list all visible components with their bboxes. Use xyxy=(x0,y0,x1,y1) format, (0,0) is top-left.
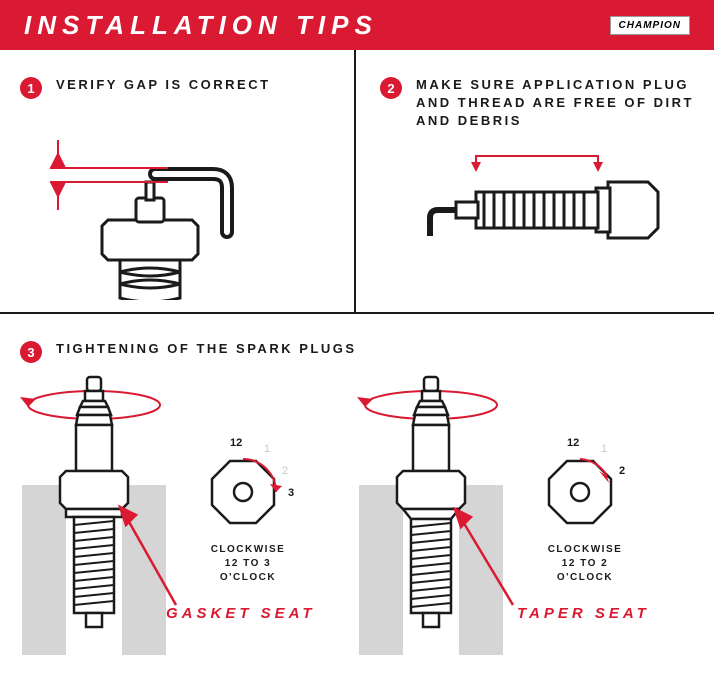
panel-step-2: 2 Make sure application plug and thread … xyxy=(356,50,714,312)
top-row: 1 Verify gap is correct xyxy=(0,50,714,314)
thread-illustration xyxy=(356,110,696,300)
header-bar: INSTALLATION TIPS CHAMPION xyxy=(0,0,714,50)
tightening-diagrams: 12 1 2 3 CLOCKWISE 12 TO 3 O'CLOCK GASKE… xyxy=(20,383,694,683)
taper-clock-2: 2 xyxy=(619,465,625,477)
taper-clock-12: 12 xyxy=(567,437,579,449)
gasket-plug-illustration xyxy=(16,375,186,665)
gasket-seat-label: GASKET SEAT xyxy=(166,605,316,622)
step-num-2: 2 xyxy=(380,77,402,99)
gasket-clock-2: 2 xyxy=(282,465,288,477)
taper-seat-label: TAPER SEAT xyxy=(517,605,650,622)
gasket-clock-12: 12 xyxy=(230,437,242,449)
brand-logo: CHAMPION xyxy=(610,16,690,35)
taper-clock-label: CLOCKWISE 12 TO 2 O'CLOCK xyxy=(535,543,635,585)
step-num-3: 3 xyxy=(20,341,42,363)
step-text-3: Tightening of the spark plugs xyxy=(56,340,357,358)
taper-clock-1: 1 xyxy=(601,443,607,455)
gasket-clock-1: 1 xyxy=(264,443,270,455)
gasket-column: 12 1 2 3 CLOCKWISE 12 TO 3 O'CLOCK GASKE… xyxy=(20,383,357,683)
taper-clock-icon xyxy=(541,453,619,531)
gasket-clock-icon xyxy=(204,453,282,531)
step-3-header: 3 Tightening of the spark plugs xyxy=(20,340,694,363)
gasket-clock-3: 3 xyxy=(288,487,294,499)
panel-step-3: 3 Tightening of the spark plugs xyxy=(0,314,714,693)
taper-plug-illustration xyxy=(353,375,523,665)
panel-step-1: 1 Verify gap is correct xyxy=(0,50,356,312)
gap-illustration xyxy=(0,90,340,300)
gasket-clock-label: CLOCKWISE 12 TO 3 O'CLOCK xyxy=(198,543,298,585)
taper-column: 12 1 2 CLOCKWISE 12 TO 2 O'CLOCK TAPER S… xyxy=(357,383,694,683)
header-title: INSTALLATION TIPS xyxy=(24,10,378,41)
